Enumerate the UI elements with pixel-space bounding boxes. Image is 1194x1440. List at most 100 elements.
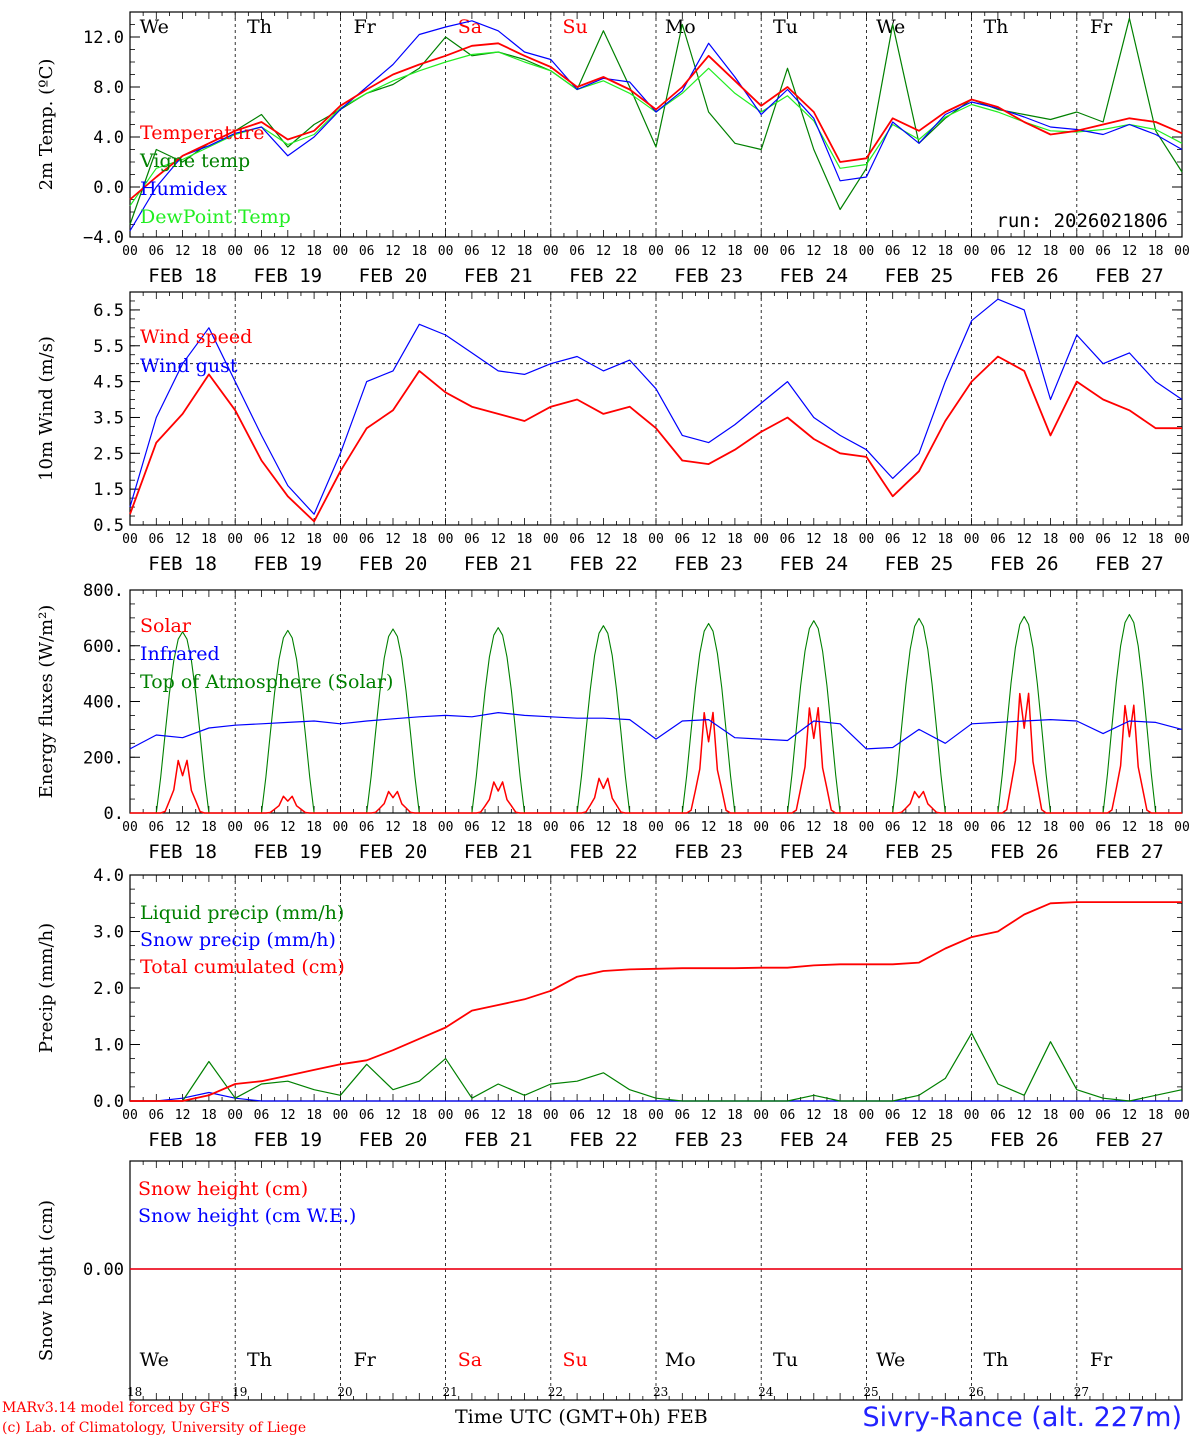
hour-tick-label: 06 xyxy=(464,1108,480,1123)
hour-tick-label: 18 xyxy=(201,820,217,835)
hour-tick-label: 00 xyxy=(859,1108,875,1123)
hour-tick-label: 12 xyxy=(806,1108,822,1123)
series-wind-speed xyxy=(129,355,1182,523)
hour-tick-label: 06 xyxy=(569,820,585,835)
legend-entry: Liquid precip (mm/h) xyxy=(140,902,344,924)
hour-tick-label: 00 xyxy=(122,244,138,259)
date-label: FEB 25 xyxy=(885,265,954,287)
hour-tick-label: 12 xyxy=(280,244,296,259)
hour-tick-label: 12 xyxy=(911,532,927,547)
hour-tick-label: 12 xyxy=(596,532,612,547)
hour-tick-label: 18 xyxy=(201,532,217,547)
weekday-label: Th xyxy=(247,16,272,38)
energy-panel: 00 06 12 18 00 06 12 18 00 06 12 18 00 06 12 18 00 06 12 18… xyxy=(36,581,1190,863)
series-solar xyxy=(130,692,1182,814)
date-label: FEB 21 xyxy=(464,265,533,287)
y-tick-label: 0.0 xyxy=(93,1092,124,1112)
y-tick-label: 800. xyxy=(83,581,124,601)
y-tick-label: 4.5 xyxy=(93,373,124,393)
hour-tick-label: 12 xyxy=(280,820,296,835)
hour-tick-label: 12 xyxy=(596,820,612,835)
series-snow-precip xyxy=(130,1091,1182,1102)
hour-tick-label: 00 xyxy=(1174,820,1190,835)
hour-tick-label: 00 xyxy=(227,1108,243,1123)
date-label: FEB 19 xyxy=(253,1129,322,1151)
hour-tick-label: 06 xyxy=(464,244,480,259)
hour-tick-label: 06 xyxy=(990,532,1006,547)
hour-tick-label: 00 xyxy=(543,244,559,259)
date-label: FEB 26 xyxy=(990,1129,1059,1151)
hour-tick-label: 18 xyxy=(832,820,848,835)
hour-tick-label: 00 xyxy=(648,532,664,547)
weekday-label: Fr xyxy=(354,1349,377,1371)
date-label: FEB 26 xyxy=(990,265,1059,287)
hour-tick-label: 12 xyxy=(385,820,401,835)
hour-tick-label: 18 xyxy=(517,1108,533,1123)
series-infrared xyxy=(129,711,1183,750)
hour-tick-label: 00 xyxy=(1174,1108,1190,1123)
hour-tick-label: 18 xyxy=(727,532,743,547)
hour-tick-label: 12 xyxy=(1122,820,1138,835)
date-label: FEB 18 xyxy=(148,553,217,575)
hour-tick-label: 12 xyxy=(490,1108,506,1123)
hour-tick-label: 18 xyxy=(306,244,322,259)
hour-tick-label: 12 xyxy=(1122,244,1138,259)
series-total-cumulated xyxy=(130,901,1182,1102)
hour-tick-label: 00 xyxy=(753,244,769,259)
legend-entry: Total cumulated (cm) xyxy=(140,956,345,978)
hour-tick-label: 06 xyxy=(254,244,270,259)
day-number-label: 21 xyxy=(443,1385,458,1399)
hour-tick-label: 06 xyxy=(464,820,480,835)
date-label: FEB 20 xyxy=(359,841,428,863)
hour-tick-label: 06 xyxy=(885,1108,901,1123)
weekday-label: We xyxy=(140,16,169,38)
hour-tick-label: 06 xyxy=(674,1108,690,1123)
y-axis-label: Snow height (cm) xyxy=(36,1200,57,1361)
legend-entry: Top of Atmosphere (Solar) xyxy=(140,671,393,693)
hour-tick-label: 06 xyxy=(674,820,690,835)
date-label: FEB 23 xyxy=(674,553,743,575)
hour-tick-label: 06 xyxy=(1095,532,1111,547)
date-label: FEB 22 xyxy=(569,1129,638,1151)
hour-tick-label: 00 xyxy=(122,820,138,835)
day-number-label: 22 xyxy=(548,1385,563,1399)
date-label: FEB 25 xyxy=(885,1129,954,1151)
hour-tick-label: 12 xyxy=(701,244,717,259)
day-number-label: 27 xyxy=(1074,1385,1089,1399)
hour-tick-label: 00 xyxy=(438,1108,454,1123)
weekday-label: Tu xyxy=(773,16,798,38)
weekday-label: Sa xyxy=(458,16,482,38)
y-tick-label: 0.0 xyxy=(93,178,124,198)
hour-tick-label: 12 xyxy=(911,1108,927,1123)
date-label: FEB 24 xyxy=(779,553,848,575)
y-tick-label: 3.0 xyxy=(93,923,124,943)
date-label: FEB 18 xyxy=(148,1129,217,1151)
hour-tick-label: 18 xyxy=(832,532,848,547)
legend-entry: Wind speed xyxy=(140,326,252,348)
weekday-label: Th xyxy=(983,1349,1008,1371)
day-number-label: 23 xyxy=(653,1385,668,1399)
hour-tick-label: 00 xyxy=(964,820,980,835)
y-tick-label: 2.0 xyxy=(93,979,124,999)
hour-tick-label: 06 xyxy=(990,244,1006,259)
hour-tick-label: 18 xyxy=(1148,1108,1164,1123)
y-axis-label: 10m Wind (m/s) xyxy=(36,336,57,481)
y-tick-label: 4.0 xyxy=(93,128,124,148)
legend-entry: Snow precip (mm/h) xyxy=(140,929,336,951)
weekday-label: Su xyxy=(562,16,587,38)
hour-tick-label: 12 xyxy=(806,820,822,835)
hour-tick-label: 18 xyxy=(832,244,848,259)
date-label: FEB 19 xyxy=(253,553,322,575)
hour-tick-label: 06 xyxy=(1095,244,1111,259)
hour-tick-label: 12 xyxy=(175,1108,191,1123)
weekday-label: Sa xyxy=(458,1349,482,1371)
hour-tick-label: 18 xyxy=(727,244,743,259)
hour-tick-label: 00 xyxy=(753,532,769,547)
hour-tick-label: 18 xyxy=(201,244,217,259)
hour-tick-label: 00 xyxy=(753,1108,769,1123)
hour-tick-label: 12 xyxy=(1016,244,1032,259)
hour-tick-label: 12 xyxy=(490,820,506,835)
hour-tick-label: 06 xyxy=(148,244,164,259)
hour-tick-label: 06 xyxy=(780,1108,796,1123)
